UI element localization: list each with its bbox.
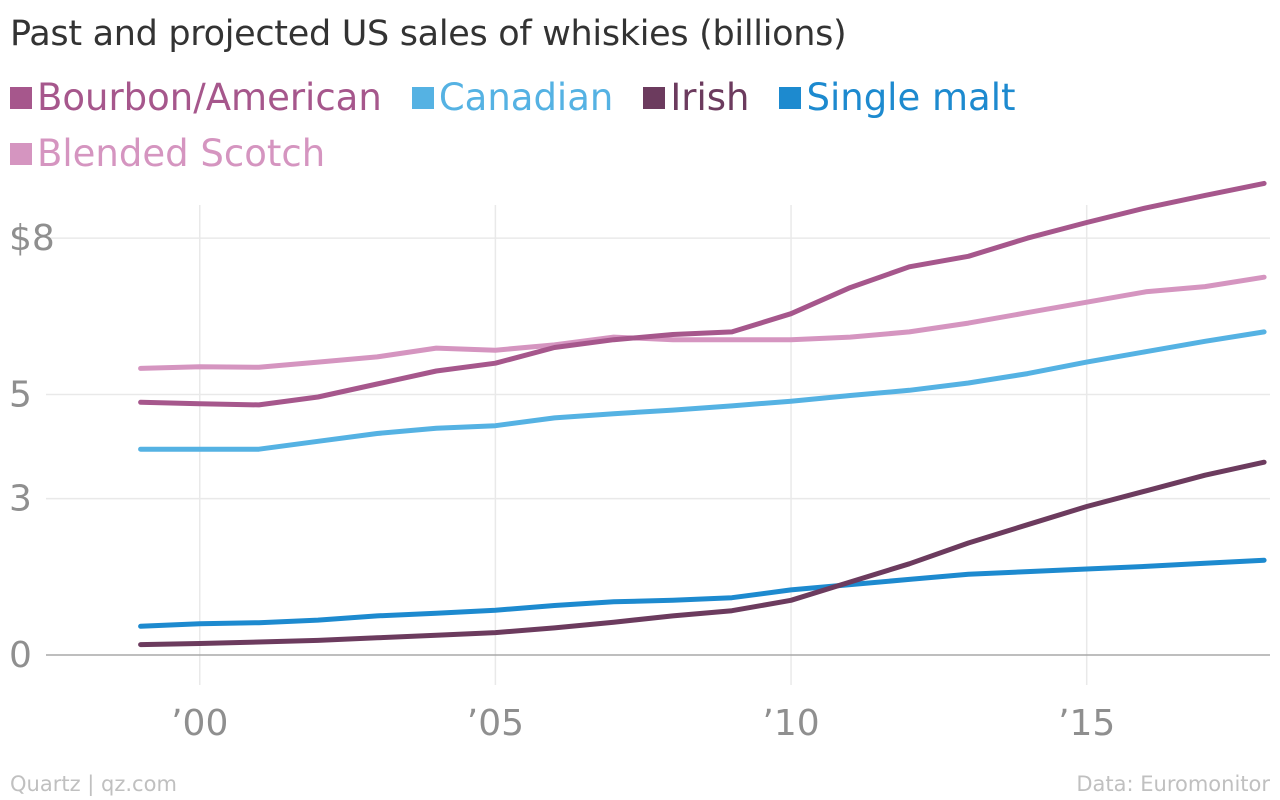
legend-label: Irish	[670, 76, 750, 119]
legend-label: Canadian	[438, 76, 614, 119]
series-line-bourbon-american	[138, 180, 1267, 408]
x-tick-label: ’15	[1058, 703, 1115, 744]
legend-item-blended-scotch: Blended Scotch	[10, 132, 325, 176]
x-tick-label: ’05	[467, 703, 524, 744]
legend-swatch	[10, 87, 32, 109]
legend-label: Single malt	[806, 76, 1016, 119]
series-line-single-malt	[138, 557, 1267, 629]
x-tick-label: ’00	[171, 703, 228, 744]
legend-swatch	[779, 87, 802, 109]
legend-item-canadian: Canadian	[411, 76, 614, 120]
label-layer: ’00 ’05 ’10 ’15 0 3 5 $8	[9, 218, 1115, 744]
series-line-irish	[138, 459, 1267, 648]
series-line-blended-scotch	[138, 274, 1267, 371]
legend-item-bourbon-american: Bourbon/American	[10, 76, 382, 120]
legend-label: Blended Scotch	[37, 132, 326, 175]
footer-credit: Quartz | qz.com	[10, 772, 177, 796]
legend-swatch	[10, 143, 32, 165]
grid-layer	[46, 205, 1270, 685]
chart-legend: Bourbon/American Canadian Irish Single malt…	[10, 76, 1250, 176]
legend-swatch	[643, 87, 666, 109]
y-tick-label: 3	[9, 479, 32, 520]
x-tick-label: ’10	[762, 703, 819, 744]
legend-swatch	[411, 87, 434, 109]
legend-label: Bourbon/American	[37, 76, 382, 119]
y-tick-label: $8	[9, 218, 55, 259]
footer-source: Data: Euromonitor	[1076, 772, 1270, 796]
y-tick-label: 0	[9, 635, 32, 676]
chart-title: Past and projected US sales of whiskies …	[10, 14, 847, 54]
series-layer	[138, 180, 1267, 648]
legend-item-irish: Irish	[643, 76, 749, 120]
y-tick-label: 5	[9, 374, 32, 415]
legend-item-single-malt: Single malt	[779, 76, 1016, 120]
series-line-canadian	[138, 329, 1267, 452]
